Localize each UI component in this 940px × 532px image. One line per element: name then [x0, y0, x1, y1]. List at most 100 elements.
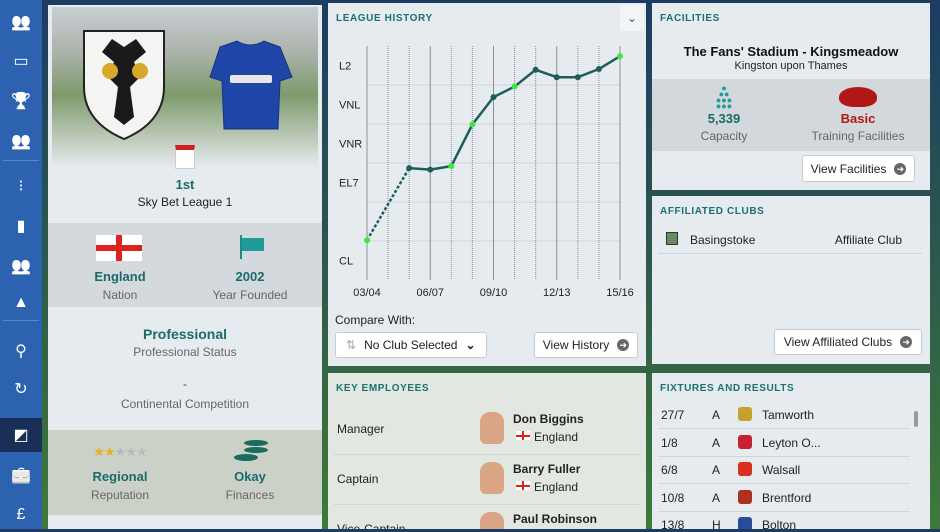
key-employees-panel: KEY EMPLOYEES Manager Don Biggins Englan… — [328, 373, 646, 529]
view-history-button[interactable]: View History ➜ — [534, 332, 638, 358]
facilities-stats-band: ● ●● ●●● ●●● 5,339 Capacity Basic Training … — [652, 79, 930, 151]
sidebar-item-finance[interactable]: £ — [0, 498, 42, 532]
sidebar-item-cone[interactable]: ▲ — [0, 286, 42, 320]
league-history-chart: CL EL7 VNR VNL L2 03/04 06/07 09/10 12/13 15/16 — [339, 46, 634, 299]
fixture-venue: H — [712, 518, 721, 529]
staff-icon: 👥 — [11, 258, 31, 275]
training-label: Training Facilities — [811, 129, 905, 143]
data-point-05-06 — [406, 165, 413, 172]
star-icon: ★ — [125, 444, 137, 459]
training-value: Basic — [840, 111, 876, 126]
fixture-opponent[interactable]: Leyton O... — [762, 435, 821, 450]
sidebar-item-briefcase[interactable]: 💼 — [0, 458, 42, 492]
star-icon: ★ — [93, 444, 105, 459]
finances-label: Finances — [225, 488, 275, 502]
founded-label: Year Founded — [212, 288, 288, 302]
employee-avatar[interactable] — [480, 462, 504, 494]
view-affiliated-clubs-button[interactable]: View Affiliated Clubs ➜ — [774, 329, 922, 355]
finances-value[interactable]: Okay — [234, 469, 266, 484]
sidebar-item-transfer[interactable]: ↻ — [0, 372, 42, 406]
sidebar-item-search[interactable]: ⚲ — [0, 334, 42, 368]
sidebar-item-window[interactable]: ▭ — [0, 44, 42, 78]
view-affiliated-clubs-label: View Affiliated Clubs — [783, 335, 893, 349]
sidebar-item-trophy[interactable]: 🏆 — [0, 84, 42, 118]
y-tick-label: VNR — [339, 139, 362, 151]
star-icon: ★ — [114, 444, 127, 459]
sidebar-item-tactics[interactable]: ⁝ — [0, 169, 42, 203]
team-crest-icon — [738, 517, 752, 529]
fixture-date: 1/8 — [661, 435, 678, 450]
reputation-stars: ★★★★★ — [48, 444, 192, 460]
coins-icon — [234, 440, 268, 464]
employee-name[interactable]: Paul Robinson — [513, 512, 597, 526]
data-point-03-04 — [364, 237, 370, 244]
x-tick-label: 12/13 — [543, 287, 571, 299]
employee-name[interactable]: Barry Fuller — [513, 462, 581, 476]
scrollbar[interactable] — [914, 411, 918, 427]
fixture-row[interactable]: 27/7 A Tamworth — [658, 402, 910, 429]
sidebar-item-club[interactable]: ◩ — [0, 418, 42, 452]
x-tick-label: 15/16 — [606, 287, 634, 299]
sidebar: 👥 ▭ 🏆 👥 ⁝ ▮ 👥 ▲ ⚲ ↻ ◩ 💼 £ — [0, 0, 42, 529]
status-value: Professional — [142, 326, 228, 342]
window-icon: ▭ — [13, 53, 29, 70]
league-name[interactable]: Sky Bet League 1 — [137, 195, 233, 209]
employee-avatar[interactable] — [480, 512, 504, 529]
line-segment — [450, 123, 474, 167]
line-segment — [492, 85, 516, 99]
employee-nation: England — [534, 480, 579, 494]
fixture-venue: A — [712, 408, 721, 422]
y-tick-label: EL7 — [339, 178, 359, 190]
club-crest-and-kit — [83, 30, 293, 141]
england-flag-icon — [516, 481, 530, 490]
employee-nation: England — [534, 430, 579, 444]
fixture-row[interactable]: 10/8 A Brentford — [658, 485, 910, 512]
fixture-opponent[interactable]: Tamworth — [762, 408, 815, 422]
compare-club-dropdown[interactable]: ⇅ No Club Selected ⌄ — [335, 332, 487, 358]
fixture-row[interactable]: 13/8 H Bolton — [658, 512, 910, 529]
fixture-opponent[interactable]: Bolton — [762, 518, 797, 529]
fixtures-panel: FIXTURES AND RESULTS 27/7 A Tamworth 1/8… — [652, 373, 930, 529]
fixture-opponent[interactable]: Walsall — [762, 463, 801, 477]
employee-row[interactable]: Captain Barry Fuller England — [334, 455, 640, 505]
employee-name[interactable]: Don Biggins — [513, 412, 584, 426]
compare-label: Compare With: — [335, 313, 416, 327]
sidebar-item-people[interactable]: 👥 — [0, 5, 42, 39]
affiliated-club-name[interactable]: Basingstoke — [690, 233, 756, 247]
stadium-name[interactable]: The Fans' Stadium - Kingsmeadow — [683, 44, 899, 59]
employee-row[interactable]: Manager Don Biggins England — [334, 405, 640, 455]
line-segment — [577, 67, 600, 79]
fixture-row[interactable]: 1/8 A Leyton O... — [658, 430, 910, 457]
team-crest-icon — [738, 434, 752, 449]
employee-row[interactable]: Vice-Captain Paul Robinson England — [334, 505, 640, 529]
facilities-title: FACILITIES — [660, 13, 720, 24]
finance-icon: £ — [16, 506, 26, 523]
chevron-down-icon[interactable]: ⌄ — [620, 5, 644, 31]
reputation-label: Reputation — [90, 488, 150, 502]
refresh-icon: ⇅ — [346, 338, 357, 352]
y-tick-label: CL — [339, 256, 353, 268]
compare-value: No Club Selected — [364, 338, 458, 352]
team-crest-icon — [738, 407, 752, 421]
fixture-date: 13/8 — [661, 518, 685, 529]
sidebar-item-reserves[interactable]: 👥 — [0, 124, 42, 158]
status-label: Professional Status — [133, 345, 237, 359]
nation-value[interactable]: England — [94, 269, 146, 284]
employee-avatar[interactable] — [480, 412, 504, 444]
arrow-right-icon: ➜ — [900, 336, 913, 348]
fixture-date: 10/8 — [661, 490, 685, 505]
fixture-row[interactable]: 6/8 A Walsall — [658, 457, 910, 484]
line-segment — [598, 55, 621, 71]
affiliated-club-row[interactable]: Basingstoke Affiliate Club — [658, 228, 922, 254]
sidebar-item-notebook[interactable]: ▮ — [0, 209, 42, 243]
x-tick-label: 09/10 — [480, 287, 508, 299]
chevron-down-icon: ⌄ — [465, 338, 476, 352]
fixture-opponent[interactable]: Brentford — [762, 490, 812, 505]
reserves-icon: 👥 — [11, 133, 31, 150]
data-point-07-08 — [448, 163, 455, 170]
data-point-08-09 — [469, 121, 476, 128]
view-facilities-button[interactable]: View Facilities ➜ — [802, 155, 915, 182]
team-crest-icon — [738, 489, 752, 504]
sidebar-item-staff[interactable]: 👥 — [0, 249, 42, 283]
line-segment — [430, 164, 452, 171]
